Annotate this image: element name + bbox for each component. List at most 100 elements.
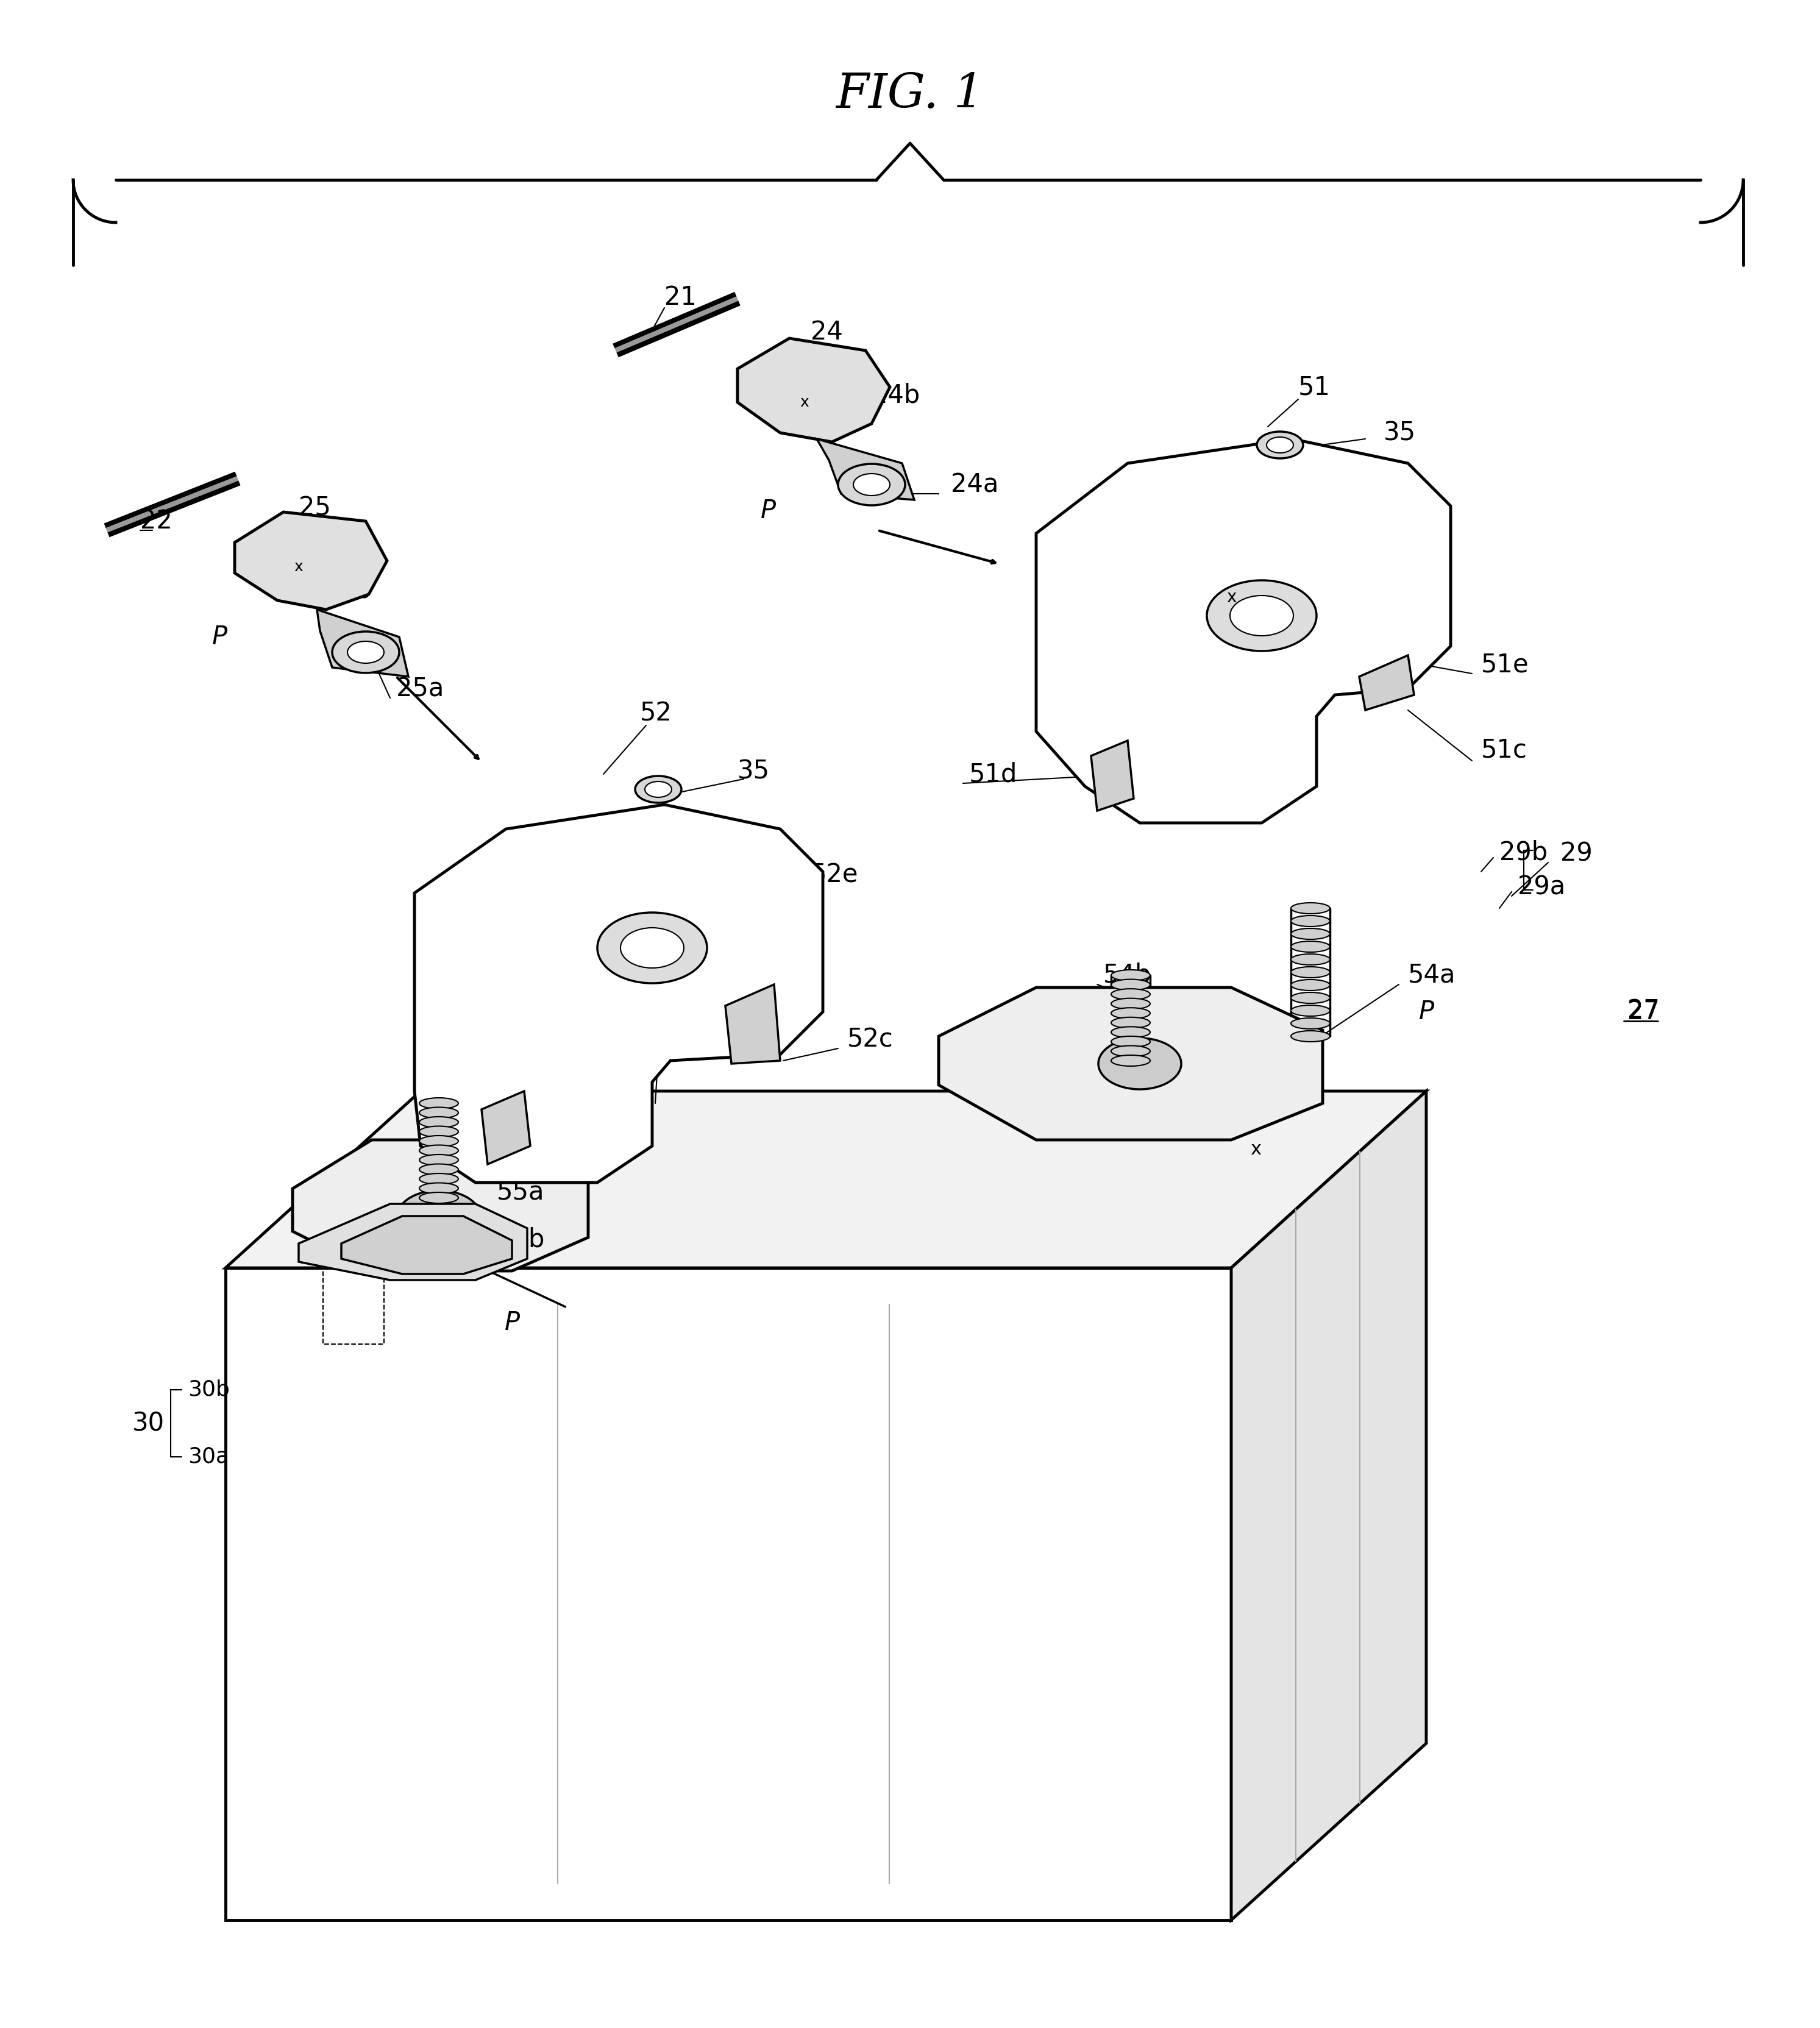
Ellipse shape [837,464,905,505]
Text: P: P [1418,1000,1434,1024]
Text: 52e: 52e [810,862,859,888]
Text: 52: 52 [641,700,672,726]
Ellipse shape [1290,1018,1330,1028]
Text: 55a: 55a [497,1178,544,1205]
Ellipse shape [419,1126,459,1138]
Ellipse shape [1112,1026,1150,1038]
Polygon shape [726,984,781,1063]
Ellipse shape [419,1154,459,1166]
Polygon shape [415,805,823,1182]
Polygon shape [482,1091,530,1164]
Polygon shape [1036,438,1451,823]
Ellipse shape [419,1192,459,1203]
Text: x: x [1227,588,1236,606]
Polygon shape [817,438,914,499]
Ellipse shape [1112,1046,1150,1057]
Text: 52d: 52d [664,1032,713,1059]
Ellipse shape [854,475,890,495]
Ellipse shape [1112,1055,1150,1067]
Ellipse shape [1290,941,1330,951]
Polygon shape [1230,1091,1427,1921]
Polygon shape [298,1205,528,1280]
Polygon shape [939,988,1323,1140]
Ellipse shape [1112,1036,1150,1046]
Ellipse shape [419,1097,459,1109]
Ellipse shape [419,1117,459,1128]
Ellipse shape [419,1136,459,1146]
Ellipse shape [1290,967,1330,977]
Ellipse shape [419,1182,459,1194]
Polygon shape [317,610,408,677]
Text: 54a: 54a [1409,963,1456,988]
Ellipse shape [1290,915,1330,927]
Text: 22: 22 [140,509,173,533]
Ellipse shape [1112,969,1150,982]
Text: 51c: 51c [1481,736,1527,763]
Ellipse shape [1290,980,1330,990]
Text: 24a: 24a [950,473,999,497]
Text: 55b: 55b [497,1227,546,1251]
Ellipse shape [419,1146,459,1156]
Polygon shape [1090,740,1134,811]
Polygon shape [226,1091,1427,1267]
Ellipse shape [348,641,384,663]
Polygon shape [1360,655,1414,710]
Ellipse shape [419,1174,459,1184]
Text: 25a: 25a [397,675,444,702]
Text: x: x [295,560,304,574]
Ellipse shape [1112,998,1150,1010]
Text: 52c: 52c [848,1026,894,1053]
Ellipse shape [635,777,681,803]
Ellipse shape [1097,1038,1181,1089]
Ellipse shape [1290,902,1330,915]
Text: 27: 27 [1627,1000,1660,1024]
Ellipse shape [1230,596,1294,635]
Text: FIG. 1: FIG. 1 [835,71,985,118]
Ellipse shape [1112,1008,1150,1018]
Text: 30b: 30b [187,1379,229,1399]
Ellipse shape [644,781,672,797]
Ellipse shape [1258,432,1303,458]
Text: x: x [1250,1140,1261,1158]
Text: 25: 25 [298,495,331,521]
Text: 54b: 54b [1103,963,1152,988]
Polygon shape [226,1267,1230,1921]
Ellipse shape [1112,980,1150,990]
Text: P: P [1303,509,1318,533]
Ellipse shape [1290,929,1330,939]
Text: 30: 30 [133,1411,164,1436]
Polygon shape [293,1140,588,1272]
Ellipse shape [397,1190,480,1241]
Text: 29: 29 [1560,840,1592,866]
Ellipse shape [419,1107,459,1117]
Ellipse shape [419,1164,459,1174]
Text: 35: 35 [737,758,770,785]
Ellipse shape [1290,1030,1330,1042]
Ellipse shape [1290,953,1330,965]
Ellipse shape [1112,990,1150,1000]
Text: x: x [801,395,810,410]
Polygon shape [737,339,890,442]
Polygon shape [235,511,388,610]
Text: 21: 21 [664,284,697,310]
Text: 27: 27 [1627,998,1660,1024]
Text: 29b: 29b [1500,840,1547,866]
Text: 25b: 25b [322,578,371,602]
Ellipse shape [1290,1006,1330,1016]
Ellipse shape [1267,438,1294,452]
Text: 35: 35 [1383,420,1416,446]
Text: 30a: 30a [187,1446,229,1466]
Text: 24b: 24b [872,381,919,408]
Ellipse shape [1112,1018,1150,1028]
Text: 29a: 29a [1518,874,1565,900]
Polygon shape [342,1217,511,1274]
Text: P: P [504,1310,521,1336]
Ellipse shape [1207,580,1316,651]
Text: P: P [608,1032,622,1059]
Ellipse shape [597,913,706,984]
Ellipse shape [621,927,684,967]
Text: P: P [761,499,775,523]
Ellipse shape [1290,992,1330,1004]
Text: 51d: 51d [968,760,1017,787]
Text: 51e: 51e [1481,651,1529,677]
